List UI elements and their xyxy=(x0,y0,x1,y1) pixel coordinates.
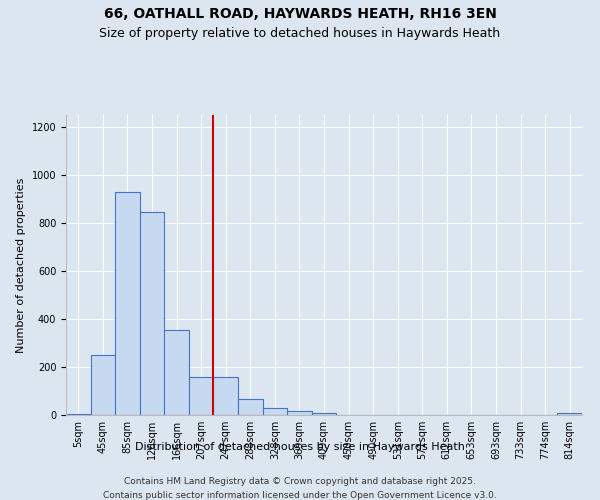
Bar xyxy=(140,212,164,415)
Bar xyxy=(164,330,189,415)
Bar xyxy=(557,412,582,415)
Text: Contains public sector information licensed under the Open Government Licence v3: Contains public sector information licen… xyxy=(103,491,497,500)
Bar xyxy=(189,376,214,415)
Bar xyxy=(238,400,263,415)
Text: Contains HM Land Registry data © Crown copyright and database right 2025.: Contains HM Land Registry data © Crown c… xyxy=(124,478,476,486)
Text: 66 OATHALL ROAD: 225sqm
← 92% of detached houses are smaller (2,428)
8% of semi-: 66 OATHALL ROAD: 225sqm ← 92% of detache… xyxy=(0,499,1,500)
Bar xyxy=(263,408,287,415)
Bar xyxy=(115,192,140,415)
Bar xyxy=(66,414,91,415)
Y-axis label: Number of detached properties: Number of detached properties xyxy=(16,178,26,352)
Bar xyxy=(91,355,115,415)
Bar xyxy=(312,412,336,415)
Text: Distribution of detached houses by size in Haywards Heath: Distribution of detached houses by size … xyxy=(135,442,465,452)
Text: 66, OATHALL ROAD, HAYWARDS HEATH, RH16 3EN: 66, OATHALL ROAD, HAYWARDS HEATH, RH16 3… xyxy=(104,8,496,22)
Text: Size of property relative to detached houses in Haywards Heath: Size of property relative to detached ho… xyxy=(100,28,500,40)
Bar xyxy=(214,376,238,415)
Bar xyxy=(287,412,312,415)
